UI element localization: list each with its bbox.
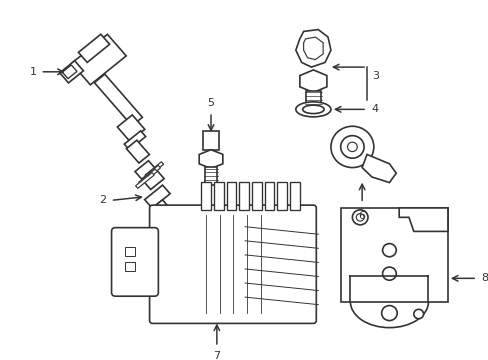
Circle shape [330, 126, 373, 167]
Circle shape [413, 309, 423, 319]
Circle shape [382, 267, 395, 280]
Polygon shape [135, 161, 164, 189]
Polygon shape [94, 74, 142, 126]
Polygon shape [62, 65, 77, 78]
Text: 6: 6 [358, 211, 365, 221]
Polygon shape [78, 34, 109, 62]
Polygon shape [303, 37, 323, 60]
Circle shape [352, 210, 367, 225]
Polygon shape [161, 216, 173, 228]
Text: 8: 8 [480, 273, 487, 283]
Text: 1: 1 [29, 67, 37, 77]
Polygon shape [398, 208, 447, 231]
Bar [125, 262, 135, 271]
Bar [305, 91, 321, 108]
Circle shape [381, 306, 396, 321]
Text: 4: 4 [371, 104, 378, 114]
Bar [203, 131, 218, 150]
Polygon shape [199, 150, 223, 168]
Circle shape [382, 244, 395, 257]
Polygon shape [139, 169, 157, 185]
Bar [201, 182, 211, 210]
Bar [277, 182, 286, 210]
Text: 3: 3 [371, 72, 378, 81]
Polygon shape [60, 61, 83, 83]
Circle shape [356, 213, 364, 221]
Bar [205, 167, 216, 185]
Bar [239, 182, 248, 210]
Polygon shape [295, 30, 330, 67]
Polygon shape [144, 162, 163, 177]
FancyBboxPatch shape [111, 228, 158, 296]
Bar [289, 182, 299, 210]
FancyBboxPatch shape [149, 205, 316, 323]
Polygon shape [124, 131, 145, 150]
Text: 7: 7 [213, 351, 220, 360]
Polygon shape [71, 34, 126, 85]
Circle shape [347, 142, 357, 152]
Bar [226, 182, 236, 210]
Polygon shape [362, 154, 395, 183]
Bar [340, 208, 447, 302]
Polygon shape [152, 200, 172, 220]
Polygon shape [144, 185, 170, 208]
Bar [214, 182, 223, 210]
Text: 2: 2 [100, 195, 106, 206]
Bar [251, 182, 261, 210]
Polygon shape [299, 70, 326, 93]
Ellipse shape [295, 102, 330, 117]
Polygon shape [135, 172, 154, 188]
Polygon shape [142, 165, 160, 181]
Ellipse shape [302, 105, 324, 114]
Polygon shape [117, 115, 144, 141]
Bar [264, 182, 274, 210]
Polygon shape [126, 140, 149, 163]
Text: 5: 5 [207, 98, 214, 108]
Circle shape [340, 136, 364, 158]
Bar [125, 247, 135, 256]
